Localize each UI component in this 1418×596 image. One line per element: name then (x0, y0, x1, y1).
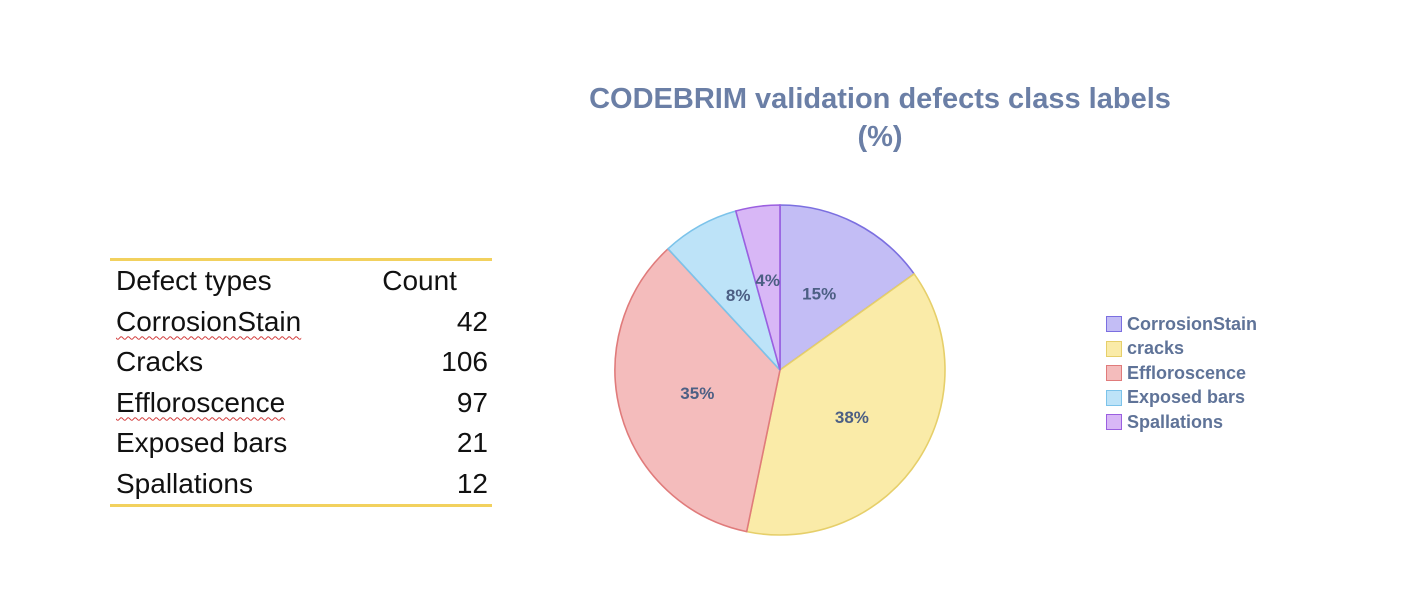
count-cell: 97 (456, 386, 488, 418)
legend-label: cracks (1127, 338, 1185, 359)
pie-slices (614, 204, 946, 536)
table-row: Cracks 106 (110, 342, 492, 383)
legend-item-corrosionstain: CorrosionStain (1106, 312, 1257, 337)
pie-label-exposed-bars: 8% (726, 286, 751, 305)
legend-swatch (1106, 389, 1122, 406)
chart-title-line-1: CODEBRIM validation defects class labels (589, 83, 1171, 115)
legend-swatch (1106, 414, 1122, 431)
legend-label: Exposed bars (1127, 387, 1246, 408)
legend-item-exposed-bars: Exposed bars (1106, 386, 1257, 411)
chart-title: CODEBRIM validation defects class labels… (520, 80, 1240, 156)
pie-label-cracks: 38% (835, 408, 869, 427)
count-cell: 21 (456, 427, 488, 458)
table-header-row: Defect types Count (110, 261, 492, 302)
defect-type-cell: Cracks (116, 346, 204, 377)
legend-label: Effloroscence (1127, 362, 1247, 383)
count-cell: 42 (456, 305, 488, 337)
legend-swatch (1106, 316, 1122, 333)
chart-title-line-2: (%) (857, 121, 903, 153)
legend-item-cracks: cracks (1106, 337, 1257, 362)
defect-type-cell: Exposed bars (116, 427, 288, 458)
defect-type-label: Effloroscence (116, 386, 286, 418)
legend-label: Spallations (1127, 411, 1224, 432)
table-row: Effloroscence 97 (110, 383, 492, 424)
legend-label: CorrosionStain (1127, 313, 1258, 334)
legend-item-spallations: Spallations (1106, 410, 1257, 435)
pie-slice-cracks (745, 272, 946, 536)
table-row: CorrosionStain 42 (110, 302, 492, 343)
header-count: Count (382, 265, 457, 296)
defect-type-cell: Spallations (116, 467, 253, 499)
table-row: Exposed bars 21 (110, 423, 492, 464)
legend-swatch (1106, 340, 1122, 357)
header-defect-types: Defect types (116, 265, 272, 296)
count-cell: 12 (456, 467, 488, 499)
defect-count-table: Defect types Count CorrosionStain 42 Cra… (110, 258, 492, 507)
defect-type-cell: CorrosionStain (110, 302, 380, 343)
pie-label-effloroscence: 35% (680, 384, 714, 403)
chart-legend: CorrosionStain cracks Effloroscence Exposed… (1106, 312, 1257, 435)
table-row: Spallations 12 (110, 464, 492, 505)
pie-slice-effloroscence (614, 247, 781, 533)
pie-label-corrosionstain: 15% (802, 285, 836, 304)
count-cell: 106 (441, 346, 488, 377)
legend-swatch (1106, 365, 1122, 382)
pie-labels: 15% 38% 35% 8%4% (680, 271, 869, 427)
pie-slice-corrosionstain (779, 204, 916, 372)
pie-label-spallations: 4% (755, 271, 780, 290)
defect-table: Defect types Count CorrosionStain 42 Cra… (110, 261, 492, 504)
defect-type-cell: Effloroscence (110, 383, 380, 424)
pie-slice-spallations (734, 204, 781, 371)
legend-item-effloroscence: Effloroscence (1106, 361, 1257, 386)
defect-type-label: CorrosionStain (116, 305, 302, 337)
